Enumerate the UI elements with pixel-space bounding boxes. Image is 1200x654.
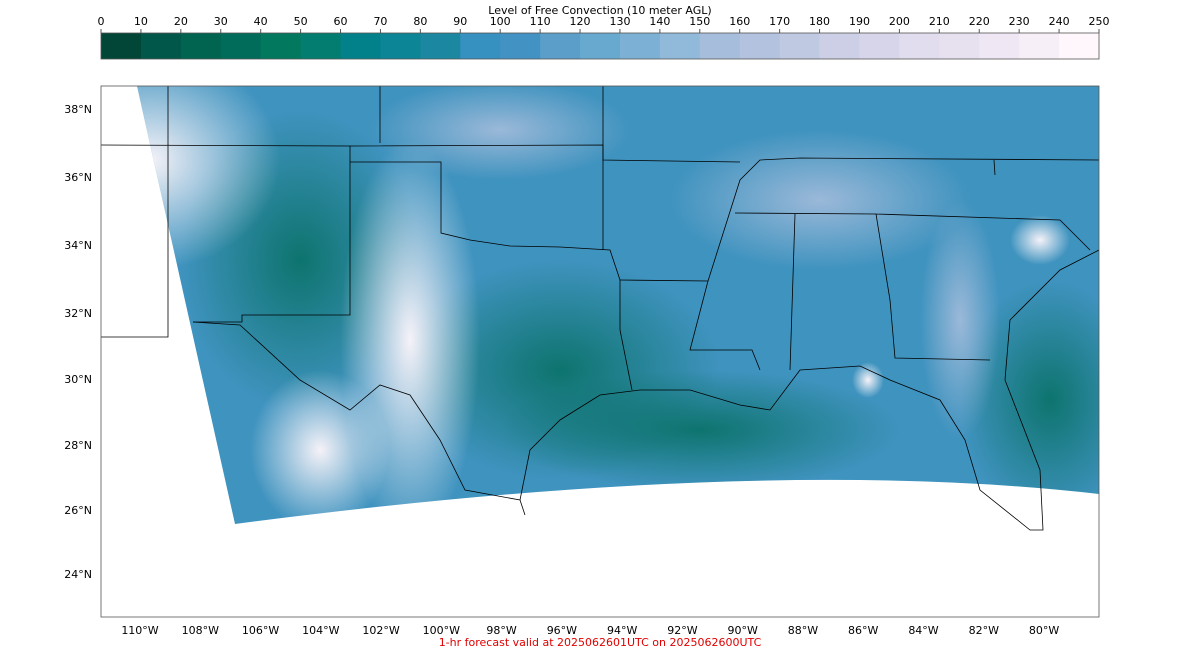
colorbar-segment (580, 33, 621, 59)
footer-text: 1-hr forecast valid at 2025062601UTC on … (439, 636, 762, 649)
colorbar-segment (939, 33, 980, 59)
colorbar-tick-label: 50 (294, 15, 308, 28)
colorbar-tick-label: 60 (334, 15, 348, 28)
latitude-label: 26°N (64, 504, 92, 517)
colorbar-segment (460, 33, 501, 59)
longitude-label: 100°W (423, 624, 460, 637)
colorbar-tick-label: 200 (889, 15, 910, 28)
colorbar-segment (500, 33, 541, 59)
colorbar-segment (819, 33, 860, 59)
longitude-label: 104°W (302, 624, 339, 637)
colorbar-tick-label: 130 (609, 15, 630, 28)
colorbar-segment (739, 33, 781, 59)
colorbar-tick-label: 90 (453, 15, 467, 28)
colorbar-tick-label: 160 (729, 15, 750, 28)
longitude-label: 110°W (121, 624, 158, 637)
longitude-label: 86°W (848, 624, 878, 637)
latitude-label: 24°N (64, 568, 92, 581)
longitude-label: 84°W (908, 624, 938, 637)
colorbar-segment (699, 33, 741, 59)
colorbar-tick-label: 140 (649, 15, 670, 28)
axis-labels: 38°N 36°N 34°N 32°N 30°N 28°N 26°N 24°N 110°W 108… (64, 103, 1059, 637)
colorbar: 0 10 20 30 40 50 60 70 80 90 100 110 120 130 140 150 160… (98, 15, 1110, 59)
colorbar-segment (659, 33, 701, 59)
longitude-label: 108°W (182, 624, 219, 637)
colorbar-segment (979, 33, 1020, 59)
colorbar-tick-label: 170 (769, 15, 790, 28)
longitude-label: 80°W (1029, 624, 1059, 637)
colorbar-segment (779, 33, 821, 59)
colorbar-segment (619, 33, 661, 59)
longitude-label: 106°W (242, 624, 279, 637)
colorbar-segment (220, 33, 262, 59)
colorbar-tick-label: 250 (1089, 15, 1110, 28)
colorbar-tick-label: 190 (849, 15, 870, 28)
colorbar-tick-label: 20 (174, 15, 188, 28)
colorbar-tick-label: 240 (1049, 15, 1070, 28)
colorbar-segment (140, 33, 182, 59)
colorbar-segment (540, 33, 581, 59)
latitude-label: 36°N (64, 171, 92, 184)
colorbar-segment (380, 33, 421, 59)
colorbar-tick-label: 230 (1009, 15, 1030, 28)
longitude-label: 82°W (969, 624, 999, 637)
colorbar-segment (420, 33, 461, 59)
colorbar-segment (1059, 33, 1100, 59)
colorbar-segment (101, 33, 142, 59)
boundaries (100, 86, 1100, 531)
colorbar-segment (859, 33, 900, 59)
colorbar-tick-label: 120 (570, 15, 591, 28)
colorbar-tick-label: 220 (969, 15, 990, 28)
longitude-label: 98°W (486, 624, 516, 637)
colorbar-frame (100, 32, 1100, 60)
colorbar-tick-label: 40 (254, 15, 268, 28)
colorbar-segment (260, 33, 302, 59)
longitude-label: 94°W (607, 624, 637, 637)
latitude-label: 38°N (64, 103, 92, 116)
colorbar-segment (300, 33, 342, 59)
colorbar-tick-label: 80 (413, 15, 427, 28)
colorbar-segment (899, 33, 940, 59)
latitude-label: 34°N (64, 239, 92, 252)
colorbar-tick-label: 100 (490, 15, 511, 28)
colorbar-segment (340, 33, 381, 59)
longitude-label: 96°W (547, 624, 577, 637)
colorbar-tick-label: 150 (689, 15, 710, 28)
colorbar-title: Level of Free Convection (10 meter AGL) (488, 4, 711, 17)
map-area (100, 85, 1100, 618)
colorbar-segment (180, 33, 222, 59)
colorbar-tick-label: 210 (929, 15, 950, 28)
colorbar-tick-label: 0 (98, 15, 105, 28)
colorbar-tick-label: 10 (134, 15, 148, 28)
longitude-label: 88°W (788, 624, 818, 637)
colorbar-tick-label: 70 (373, 15, 387, 28)
longitude-label: 102°W (362, 624, 399, 637)
colorbar-tick-label: 110 (530, 15, 551, 28)
colorbar-tick-label: 180 (809, 15, 830, 28)
latitude-label: 32°N (64, 307, 92, 320)
colorbar-tick-label: 30 (214, 15, 228, 28)
longitude-label: 92°W (667, 624, 697, 637)
latitude-label: 30°N (64, 373, 92, 386)
map-frame (100, 85, 1100, 618)
colorbar-segment (1019, 33, 1060, 59)
longitude-label: 90°W (728, 624, 758, 637)
latitude-label: 28°N (64, 439, 92, 452)
